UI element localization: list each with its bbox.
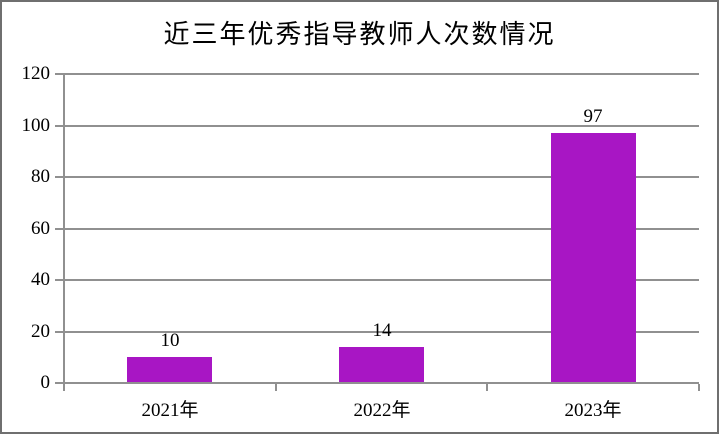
y-tick-label: 40 — [31, 269, 50, 290]
y-tick-label: 0 — [40, 372, 51, 393]
x-axis-tick — [63, 384, 65, 391]
gridline — [64, 176, 699, 178]
gridline — [64, 228, 699, 230]
y-axis-tick — [55, 125, 64, 127]
x-tick-label: 2023年 — [564, 400, 622, 421]
y-tick-label: 100 — [21, 115, 51, 136]
bar-value-label: 97 — [583, 106, 603, 127]
bar — [339, 347, 424, 382]
x-tick-label: 2022年 — [353, 400, 411, 421]
bar — [551, 133, 636, 382]
bar-value-label: 10 — [160, 330, 180, 351]
bar — [127, 357, 212, 382]
gridline — [64, 73, 699, 75]
x-axis-tick — [698, 384, 700, 391]
x-axis-tick — [486, 384, 488, 391]
gridline — [64, 331, 699, 333]
y-axis-tick — [55, 382, 64, 384]
gridline — [64, 125, 699, 127]
y-axis-tick — [55, 73, 64, 75]
y-axis-line — [63, 73, 65, 384]
y-tick-label: 80 — [31, 166, 50, 187]
x-axis-line — [64, 382, 699, 384]
y-axis-tick — [55, 331, 64, 333]
y-tick-label: 120 — [21, 63, 51, 84]
bar-value-label: 14 — [372, 320, 392, 341]
x-axis-tick — [275, 384, 277, 391]
x-tick-label: 2021年 — [141, 400, 199, 421]
gridline — [64, 279, 699, 281]
y-axis-tick — [55, 279, 64, 281]
y-axis-tick — [55, 176, 64, 178]
y-tick-label: 20 — [31, 321, 50, 342]
y-tick-label: 60 — [31, 218, 50, 239]
y-axis-tick — [55, 228, 64, 230]
chart-title: 近三年优秀指导教师人次数情况 — [163, 20, 556, 49]
